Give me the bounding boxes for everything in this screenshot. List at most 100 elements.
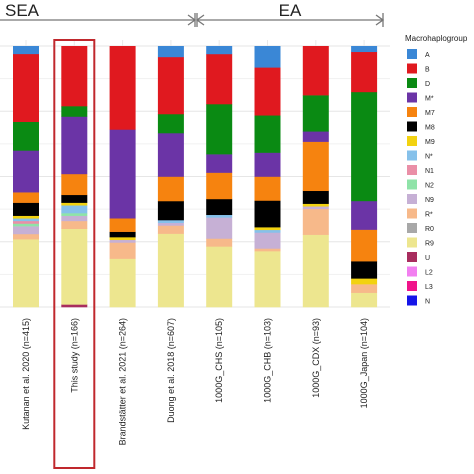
bar-segment-1000g-chb-n-103-d bbox=[254, 115, 281, 153]
bar-stack-duong-et-al-2018-n-607 bbox=[157, 46, 184, 308]
bar-segment-this-study-n-166-m8 bbox=[61, 194, 88, 203]
bar-segment-kutanan-et-al-2020-n-415-m7 bbox=[13, 192, 39, 203]
legend-swatch bbox=[407, 208, 417, 219]
legend-swatch bbox=[407, 266, 417, 277]
bar-segment-1000g-chs-n-105-r9 bbox=[206, 246, 233, 308]
region-label: SEA bbox=[5, 1, 40, 20]
legend-item-u: U bbox=[407, 252, 430, 262]
bar-segment-duong-et-al-2018-n-607-r9 bbox=[157, 233, 184, 308]
legend-label: N* bbox=[425, 154, 433, 161]
region-brackets: SEA EA bbox=[0, 1, 385, 27]
legend-label: N9 bbox=[425, 197, 434, 204]
bar-segment-duong-et-al-2018-n-607-d bbox=[157, 113, 184, 134]
bar-segment-duong-et-al-2018-n-607-m7 bbox=[157, 176, 184, 202]
legend-swatch bbox=[407, 136, 417, 146]
legend-label: L2 bbox=[425, 270, 433, 277]
bar-segment-kutanan-et-al-2020-n-415-r-star bbox=[13, 233, 39, 240]
legend-title: Macrohaplogroup bbox=[405, 34, 468, 43]
legend-label: M9 bbox=[425, 139, 435, 146]
legend-label: B bbox=[425, 67, 430, 74]
legend-label: A bbox=[425, 52, 430, 59]
legend-swatch bbox=[407, 92, 417, 103]
legend-item-b: B bbox=[407, 63, 430, 74]
bar-segment-1000g-chb-n-103-a bbox=[254, 46, 281, 68]
bar-segment-kutanan-et-al-2020-n-415-n2 bbox=[13, 223, 39, 227]
bar-segment-this-study-n-166-u bbox=[61, 304, 88, 308]
bar-segment-1000g-cdx-n-93-d bbox=[302, 95, 329, 132]
bar-segment-1000g-chb-n-103-m9 bbox=[254, 227, 281, 231]
bar-segment-this-study-n-166-n-star bbox=[61, 205, 88, 214]
x-tick-labels: Kutanan et al. 2020 (n=415) This study (n… bbox=[21, 318, 369, 445]
bar-segment-kutanan-et-al-2020-n-415-m8 bbox=[13, 202, 39, 216]
bar-segment-1000g-cdx-n-93-m8 bbox=[302, 190, 329, 204]
bar-segment-duong-et-al-2018-n-607-a bbox=[157, 46, 184, 58]
legend-swatch bbox=[407, 252, 417, 262]
bar-segment-1000g-cdx-n-93-r-star bbox=[302, 208, 329, 235]
bar-stack-kutanan-et-al-2020-n-415 bbox=[13, 46, 39, 308]
bar-segment-1000g-cdx-n-93-n9 bbox=[302, 206, 329, 210]
bar-segment-kutanan-et-al-2020-n-415-n1 bbox=[13, 220, 39, 224]
legend-item-n2: N2 bbox=[407, 179, 434, 190]
bar-segment-1000g-chs-n-105-r-star bbox=[206, 238, 233, 247]
legend-swatch bbox=[407, 281, 417, 291]
legend-item-d: D bbox=[407, 78, 430, 88]
legend-item-n1: N1 bbox=[407, 165, 434, 175]
bar-segment-brandst-tter-et-al-2021-n-264-m-star bbox=[109, 129, 136, 219]
bar-segment-1000g-japan-n-104-b bbox=[351, 51, 378, 93]
legend-label: N1 bbox=[425, 168, 434, 175]
bar-stack-brandst-tter-et-al-2021-n-264 bbox=[109, 46, 136, 308]
bar-segment-1000g-chb-n-103-b bbox=[254, 67, 281, 116]
bar-segment-this-study-n-166-m9 bbox=[61, 202, 88, 206]
x-tick-label: This study (n=166) bbox=[69, 318, 79, 393]
bar-stack-1000g-chb-n-103 bbox=[254, 46, 281, 308]
bar-segment-1000g-chs-n-105-m8 bbox=[206, 198, 233, 216]
bar-segment-this-study-n-166-n9 bbox=[61, 215, 88, 222]
bar-segment-1000g-chs-n-105-a bbox=[206, 46, 233, 55]
bar-segment-1000g-japan-n-104-a bbox=[351, 46, 378, 53]
bar-segment-1000g-chs-n-105-n9 bbox=[206, 217, 233, 239]
bar-segment-1000g-japan-n-104-r9 bbox=[351, 292, 378, 308]
legend-swatch bbox=[407, 121, 417, 132]
legend-swatch bbox=[407, 223, 417, 233]
bar-segment-1000g-japan-n-104-d bbox=[351, 91, 378, 202]
bars bbox=[13, 46, 378, 308]
x-tick-label: 1000G_CHB (n=103) bbox=[263, 318, 273, 403]
bar-segment-1000g-chs-n-105-n-star bbox=[206, 214, 233, 218]
legend-item-n-star: N* bbox=[407, 150, 433, 161]
legend-swatch bbox=[407, 295, 417, 306]
legend-label: L3 bbox=[425, 284, 433, 291]
legend: Macrohaplogroup A BD M* M7 M8 M9 N* N1 N2 N9 R* R0 R… bbox=[405, 34, 468, 306]
bar-segment-1000g-japan-n-104-r-star bbox=[351, 284, 378, 293]
bar-segment-1000g-cdx-n-93-m-star bbox=[302, 131, 329, 142]
bar-segment-this-study-n-166-r-star bbox=[61, 220, 88, 229]
legend-item-r0: R0 bbox=[407, 223, 434, 233]
region-sea: SEA bbox=[0, 1, 197, 27]
bar-segment-brandst-tter-et-al-2021-n-264-b bbox=[109, 46, 136, 130]
bar-stack-1000g-cdx-n-93 bbox=[302, 46, 329, 308]
legend-label: U bbox=[425, 255, 430, 262]
bar-segment-this-study-n-166-m-star bbox=[61, 116, 88, 175]
bar-segment-this-study-n-166-b bbox=[61, 46, 88, 107]
bar-segment-kutanan-et-al-2020-n-415-b bbox=[13, 53, 39, 122]
region-label: EA bbox=[279, 1, 302, 20]
highlight-rectangle bbox=[53, 39, 96, 469]
bar-segment-1000g-chs-n-105-b bbox=[206, 53, 233, 105]
legend-item-l3: L3 bbox=[407, 281, 433, 291]
region-arrowhead bbox=[195, 14, 205, 26]
legend-label: M* bbox=[425, 96, 434, 103]
bar-segment-1000g-chb-n-103-r-star bbox=[254, 248, 281, 252]
bar-segment-brandst-tter-et-al-2021-n-264-r9 bbox=[109, 258, 136, 308]
bar-segment-duong-et-al-2018-n-607-b bbox=[157, 56, 184, 115]
bar-segment-duong-et-al-2018-n-607-m8 bbox=[157, 200, 184, 221]
legend-label: R* bbox=[425, 212, 433, 219]
legend-swatch bbox=[407, 49, 417, 59]
legend-item-m-star: M* bbox=[407, 92, 434, 103]
legend-item-r9: R9 bbox=[407, 237, 434, 248]
bar-stack-this-study-n-166 bbox=[61, 46, 88, 308]
bar-segment-1000g-chb-n-103-m-star bbox=[254, 152, 281, 177]
region-arrowhead bbox=[187, 14, 197, 26]
legend-item-l2: L2 bbox=[407, 266, 433, 277]
legend-label: N2 bbox=[425, 183, 434, 190]
bar-segment-kutanan-et-al-2020-n-415-d bbox=[13, 121, 39, 151]
